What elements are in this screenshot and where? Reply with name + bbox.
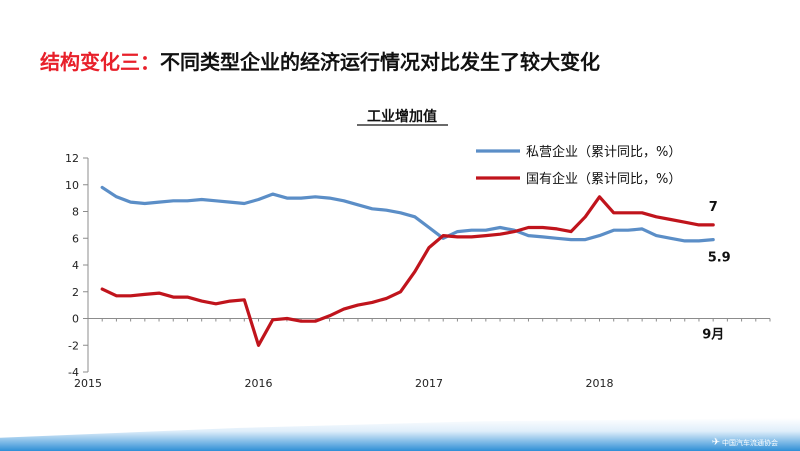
slide-title-lead: 结构变化三：: [40, 50, 160, 74]
slide-title: 结构变化三：不同类型企业的经济运行情况对比发生了较大变化: [40, 46, 600, 75]
x-tick-label: 2017: [415, 377, 443, 390]
month-annotation: 9月: [702, 328, 724, 343]
footer-logo: ✈ 中国汽车流通协会: [712, 437, 778, 448]
y-tick-label: -4: [68, 366, 79, 379]
y-tick-label: 0: [72, 313, 79, 326]
series-line-0: [100, 185, 715, 243]
slide-title-rest: 不同类型企业的经济运行情况对比发生了较大变化: [160, 50, 600, 74]
y-tick-label: 4: [72, 259, 79, 272]
series-end-label-0: 5.9: [708, 251, 731, 266]
y-tick-label: 8: [72, 206, 79, 219]
y-tick-label: -2: [68, 339, 79, 352]
airplane-logo-icon: ✈: [711, 437, 720, 448]
x-tick-label: 2018: [586, 377, 614, 390]
y-tick-label: 6: [72, 232, 79, 245]
chart-title: 工业增加值: [367, 108, 437, 125]
footer-logo-text: 中国汽车流通协会: [722, 439, 778, 447]
legend-label-0: 私营企业（累计同比，%）: [526, 144, 681, 160]
legend-label-1: 国有企业（累计同比，%）: [526, 171, 681, 187]
y-tick-label: 2: [72, 286, 79, 299]
x-tick-label: 2016: [245, 377, 273, 390]
x-tick-label: 2015: [74, 377, 102, 390]
legend: 私营企业（累计同比，%） 国有企业（累计同比，%）: [476, 144, 681, 187]
series-line-1: [100, 195, 715, 347]
y-tick-label: 12: [65, 152, 79, 165]
series-lines: [100, 185, 715, 347]
axes: -4 -2 0 2 4 6 8 10 12 2015 2016 2017 2018: [65, 152, 771, 390]
y-tick-label: 10: [65, 179, 79, 192]
series-end-label-1: 7: [709, 200, 718, 215]
chart-labels: 工业增加值 5.9 7 9月: [357, 108, 731, 343]
